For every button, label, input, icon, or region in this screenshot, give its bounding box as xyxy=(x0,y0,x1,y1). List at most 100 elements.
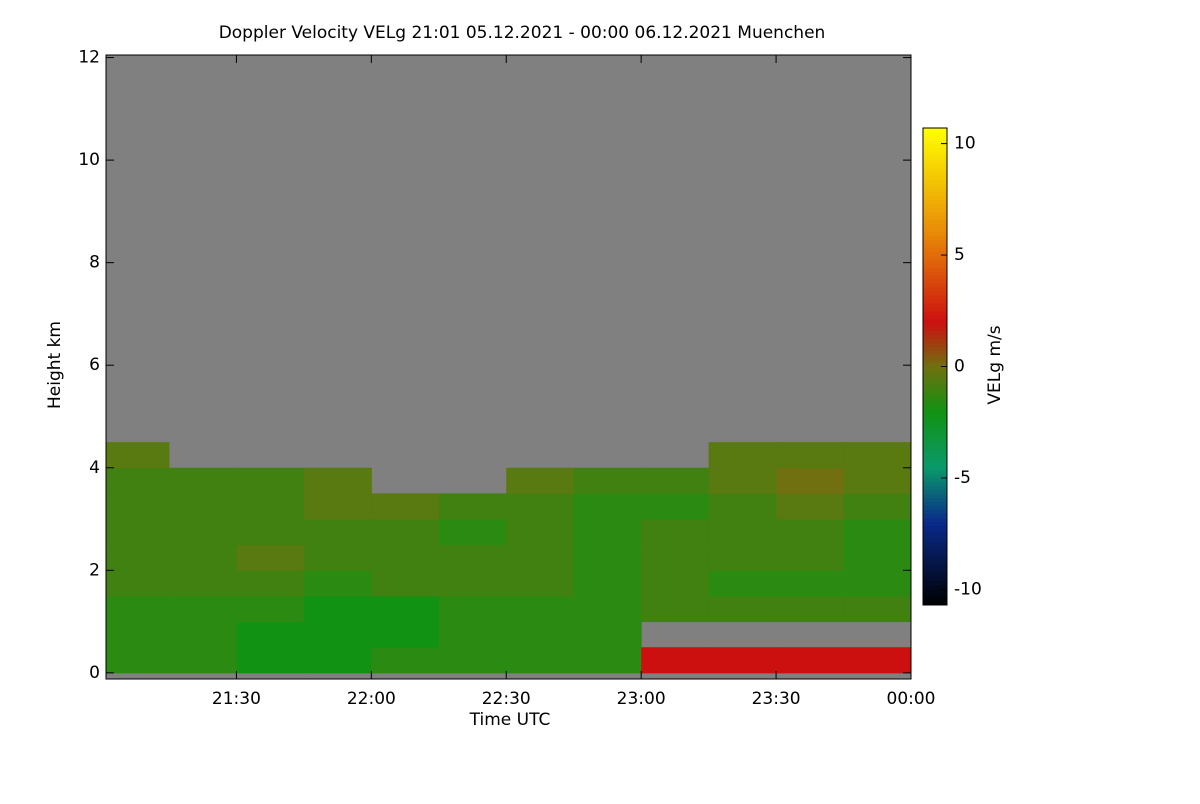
colorbar-segment xyxy=(923,461,947,467)
colorbar-segment xyxy=(923,306,947,312)
heatmap-cell xyxy=(641,595,710,623)
heatmap-cell xyxy=(106,519,170,546)
heatmap-cell xyxy=(843,442,912,469)
heatmap-cell xyxy=(303,467,372,494)
heatmap-cell xyxy=(506,467,575,494)
colorbar-segment xyxy=(923,557,947,562)
colorbar-segment xyxy=(923,259,947,264)
heatmap-cell xyxy=(438,519,507,546)
y-tick-label: 8 xyxy=(89,253,100,273)
heatmap-cell xyxy=(641,544,710,571)
heatmap-cell xyxy=(708,519,777,546)
colorbar-segment xyxy=(923,239,947,244)
heatmap-cell xyxy=(106,493,170,520)
colorbar-segment xyxy=(923,485,947,491)
colorbar-segment xyxy=(923,410,947,415)
heatmap-cell xyxy=(168,519,237,546)
heatmap-cell xyxy=(106,442,170,469)
colorbar-segment xyxy=(923,517,947,523)
heatmap-cell xyxy=(303,595,372,623)
heatmap-cell xyxy=(776,467,845,494)
colorbar-segment xyxy=(923,342,947,348)
colorbar-segment xyxy=(923,378,947,383)
heatmap-cell xyxy=(776,442,845,469)
colorbar-segment xyxy=(923,541,947,546)
colorbar-segment xyxy=(923,394,947,399)
x-tick-label: 23:30 xyxy=(752,689,801,709)
colorbar-segment xyxy=(923,561,947,566)
chart-title: Doppler Velocity VELg 21:01 05.12.2021 -… xyxy=(219,23,826,43)
colorbar-segment xyxy=(923,171,947,177)
colorbar-segment xyxy=(923,279,947,284)
heatmap-cell xyxy=(641,570,710,597)
heatmap-cell xyxy=(506,493,575,520)
colorbar-segment xyxy=(923,223,947,228)
heatmap-cell xyxy=(371,621,440,648)
colorbar-segment xyxy=(923,350,947,356)
heatmap-cell xyxy=(641,467,710,494)
heatmap-cell xyxy=(843,493,912,520)
heatmap-cell xyxy=(573,519,642,546)
colorbar-segment xyxy=(923,529,947,534)
heatmap-cell xyxy=(303,544,372,571)
colorbar-segment xyxy=(923,434,947,439)
heatmap-cell xyxy=(708,442,777,469)
colorbar-segment xyxy=(923,290,947,296)
colorbar-segment xyxy=(923,481,947,487)
colorbar-segment xyxy=(923,549,947,554)
heatmap-cell xyxy=(708,493,777,520)
heatmap-cell xyxy=(506,570,575,597)
heatmap-cell xyxy=(371,544,440,571)
heatmap-cell xyxy=(303,493,372,520)
colorbar-tick-label: -5 xyxy=(954,468,971,488)
heatmap-cell xyxy=(168,493,237,520)
plot-frame xyxy=(105,54,912,680)
heatmap-cell xyxy=(438,621,507,648)
heatmap-cell xyxy=(708,595,777,623)
heatmap-cell xyxy=(573,467,642,494)
x-tick-label: 22:00 xyxy=(347,689,396,709)
colorbar-segment xyxy=(923,251,947,256)
colorbar-segment xyxy=(923,418,947,423)
heatmap-cell xyxy=(776,647,845,674)
colorbar-segment xyxy=(923,525,947,530)
colorbar-segment xyxy=(923,275,947,280)
heatmap-cell xyxy=(573,570,642,597)
heatmap-cell xyxy=(776,595,845,623)
heatmap-cell xyxy=(573,647,642,674)
colorbar-segment xyxy=(923,231,947,236)
y-tick-label: 2 xyxy=(89,560,100,580)
heatmap-cell xyxy=(506,595,575,623)
colorbar-segment xyxy=(923,271,947,276)
colorbar-segment xyxy=(923,203,947,208)
colorbar-segment xyxy=(923,465,947,471)
x-tick-label: 21:30 xyxy=(212,689,261,709)
heatmap-cell xyxy=(708,570,777,597)
heatmap-cell xyxy=(236,519,305,546)
heatmap-cell xyxy=(438,647,507,674)
colorbar-segment xyxy=(923,195,947,201)
heatmap-cell xyxy=(371,570,440,597)
heatmap-cell xyxy=(776,570,845,597)
colorbar-segment xyxy=(923,139,947,145)
y-tick-label: 10 xyxy=(78,150,100,170)
colorbar-segment xyxy=(923,390,947,395)
heatmap-cell xyxy=(708,647,777,674)
colorbar-segment xyxy=(923,509,947,515)
colorbar-segment xyxy=(923,573,947,578)
colorbar-segment xyxy=(923,422,947,427)
heatmap-cell xyxy=(168,647,237,674)
y-axis-label: Height km xyxy=(45,321,65,409)
colorbar-tick-label: 5 xyxy=(954,245,965,265)
colorbar-segment xyxy=(923,497,947,503)
colorbar-segment xyxy=(923,151,947,157)
heatmap-cell xyxy=(371,647,440,674)
heatmap-cell xyxy=(236,570,305,597)
colorbar-segment xyxy=(923,191,947,197)
colorbar-segment xyxy=(923,255,947,260)
heatmap-cell xyxy=(106,467,170,494)
colorbar-segment xyxy=(923,537,947,542)
colorbar-segment xyxy=(923,473,947,479)
colorbar-segment xyxy=(923,354,947,360)
colorbar-tick-label: 0 xyxy=(954,357,965,377)
